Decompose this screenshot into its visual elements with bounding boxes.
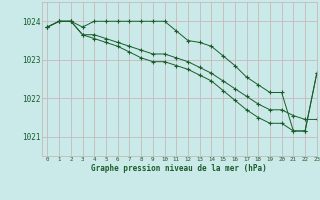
X-axis label: Graphe pression niveau de la mer (hPa): Graphe pression niveau de la mer (hPa) (91, 164, 267, 173)
